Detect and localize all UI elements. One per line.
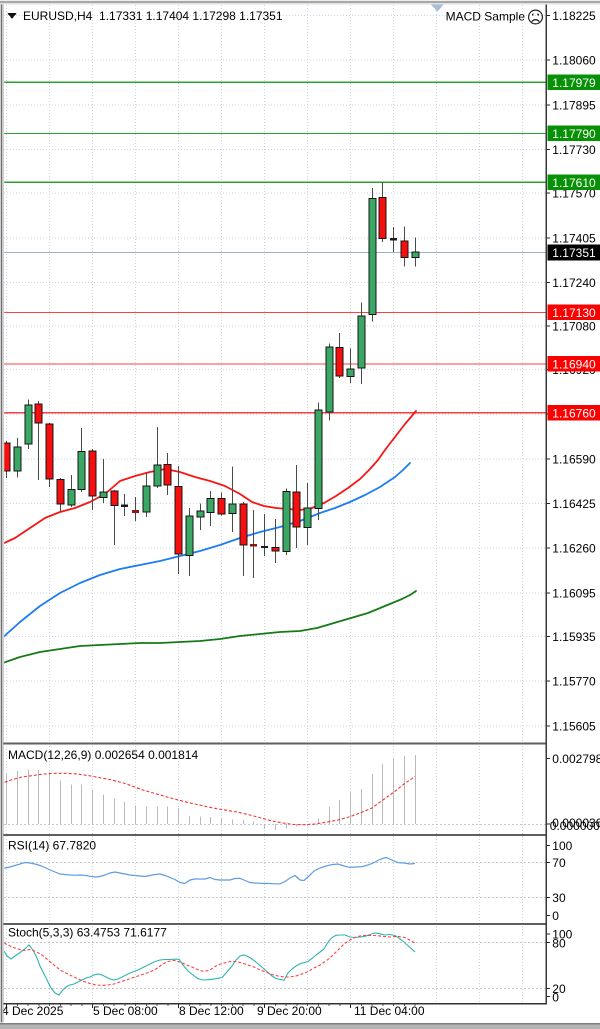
svg-text:1.17610: 1.17610 bbox=[552, 176, 596, 190]
svg-text:11 Dec 04:00: 11 Dec 04:00 bbox=[354, 1004, 425, 1018]
svg-text:1.17730: 1.17730 bbox=[552, 143, 596, 157]
svg-text:0.0000000: 0.0000000 bbox=[550, 819, 600, 833]
svg-text:1.17130: 1.17130 bbox=[552, 306, 596, 320]
svg-text:70: 70 bbox=[552, 856, 566, 870]
svg-text:100: 100 bbox=[552, 839, 572, 853]
svg-text:1.17240: 1.17240 bbox=[552, 276, 596, 290]
svg-text:1.16095: 1.16095 bbox=[552, 587, 596, 601]
svg-text:0: 0 bbox=[552, 909, 559, 923]
svg-text:1.15605: 1.15605 bbox=[552, 719, 596, 733]
svg-text:MACD Sample: MACD Sample bbox=[446, 10, 526, 24]
svg-text:1.17895: 1.17895 bbox=[552, 98, 596, 112]
svg-text:RSI(14) 67.7820: RSI(14) 67.7820 bbox=[8, 839, 96, 853]
svg-text:1.17570: 1.17570 bbox=[552, 187, 596, 201]
svg-text:0: 0 bbox=[552, 990, 559, 1004]
svg-text:8 Dec 12:00: 8 Dec 12:00 bbox=[179, 1004, 244, 1018]
svg-text:Stoch(5,3,3) 63.4753 71.6177: Stoch(5,3,3) 63.4753 71.6177 bbox=[8, 926, 167, 940]
svg-text:1.18060: 1.18060 bbox=[552, 54, 596, 68]
svg-text:5 Dec 08:00: 5 Dec 08:00 bbox=[93, 1004, 158, 1018]
svg-text:1.16260: 1.16260 bbox=[552, 542, 596, 556]
svg-text:1.18225: 1.18225 bbox=[552, 9, 596, 23]
svg-text:MACD(12,26,9) 0.002654 0.00181: MACD(12,26,9) 0.002654 0.001814 bbox=[8, 748, 198, 762]
svg-text:4 Dec 2025: 4 Dec 2025 bbox=[2, 1004, 64, 1018]
svg-text:1.16940: 1.16940 bbox=[552, 358, 596, 372]
svg-text:100: 100 bbox=[552, 928, 572, 942]
svg-text:0.0000366: 0.0000366 bbox=[552, 816, 600, 830]
svg-text:30: 30 bbox=[552, 891, 566, 905]
svg-text:1.16760: 1.16760 bbox=[552, 406, 596, 420]
svg-text:1.17080: 1.17080 bbox=[552, 319, 596, 333]
svg-text:1.15935: 1.15935 bbox=[552, 630, 596, 644]
svg-text:1.15770: 1.15770 bbox=[552, 675, 596, 689]
svg-text:1.16425: 1.16425 bbox=[552, 497, 596, 511]
svg-text:1.17790: 1.17790 bbox=[552, 127, 596, 141]
svg-text:1.17979: 1.17979 bbox=[552, 76, 596, 90]
svg-text:9 Dec 20:00: 9 Dec 20:00 bbox=[257, 1004, 322, 1018]
svg-text:80: 80 bbox=[552, 936, 566, 950]
svg-text:1.16590: 1.16590 bbox=[552, 452, 596, 466]
svg-text:1.17351: 1.17351 bbox=[552, 246, 596, 260]
svg-text:EURUSD,H4 1.17331 1.17404 1.1: EURUSD,H4 1.17331 1.17404 1.17298 1.1735… bbox=[23, 9, 283, 23]
svg-text:0.002798: 0.002798 bbox=[552, 752, 600, 766]
svg-text:1.17405: 1.17405 bbox=[552, 231, 596, 245]
svg-text:20: 20 bbox=[552, 982, 566, 996]
